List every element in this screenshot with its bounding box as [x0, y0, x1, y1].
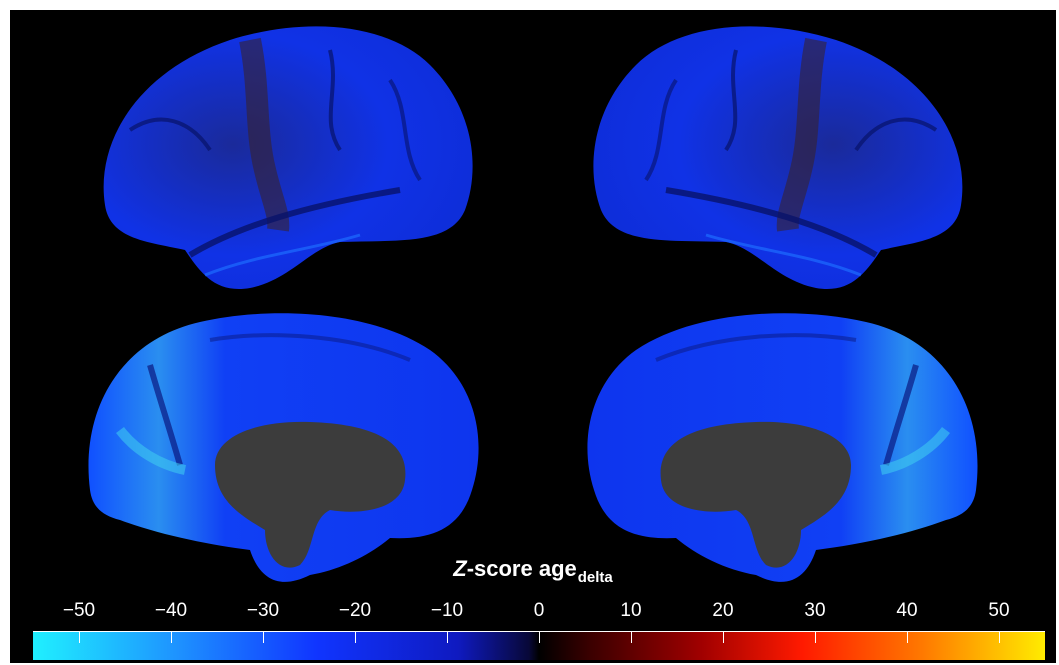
right-lateral-brain — [593, 26, 963, 290]
colorbar-title-subscript: delta — [577, 569, 613, 586]
brain-surface-maps — [88, 26, 978, 582]
colorbar-title-main: -score age — [466, 556, 577, 581]
colorbar-title-z: Z — [453, 556, 467, 581]
figure-panel: Z-score agedelta −50 −40 −30 −20 −10 0 10 20 30 4… — [10, 10, 1056, 663]
colorbar — [33, 632, 1045, 660]
right-medial-brain — [587, 313, 978, 582]
left-medial-brain — [88, 313, 479, 582]
colorbar-axis-line — [33, 631, 1045, 632]
colorbar-title: Z-score agedelta — [10, 556, 1056, 586]
left-lateral-brain — [103, 26, 473, 290]
